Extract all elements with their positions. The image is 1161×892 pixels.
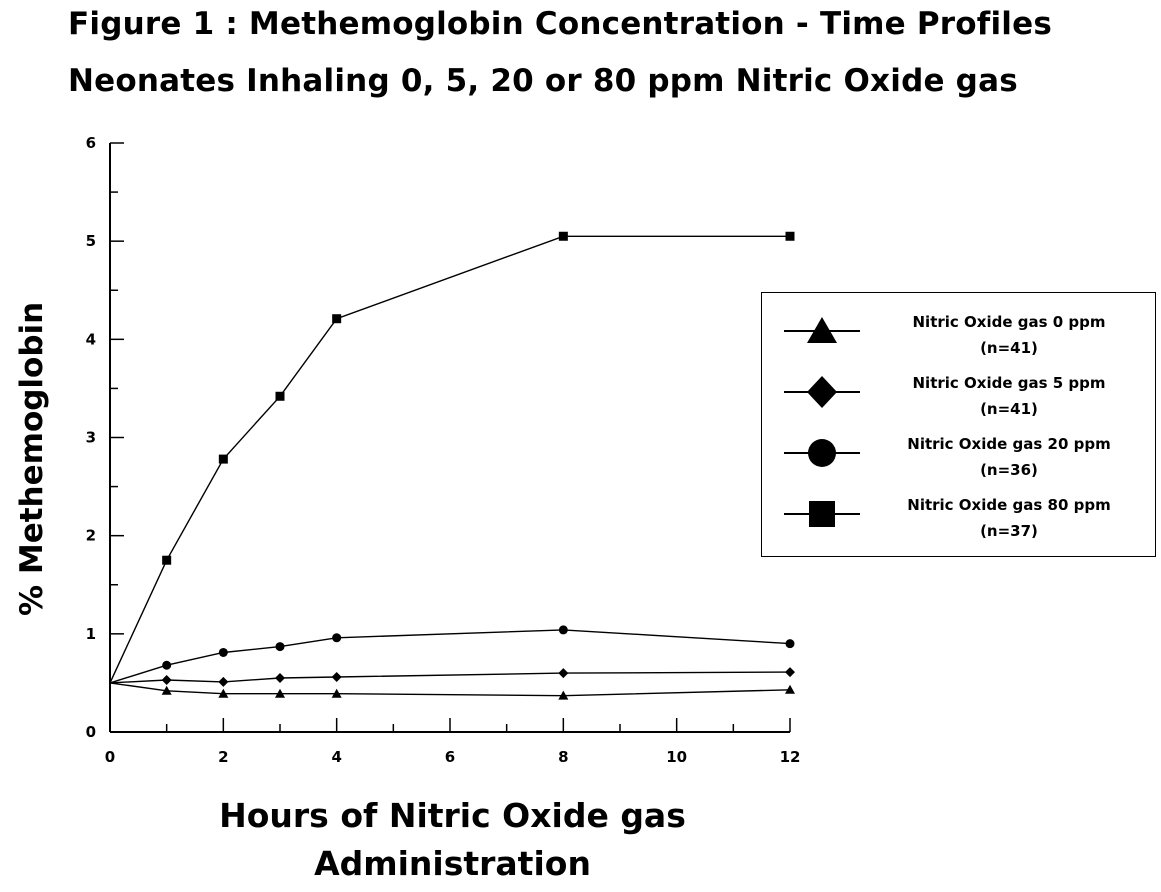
data-point-diamond — [331, 672, 342, 683]
x-tick-label: 6 — [445, 748, 455, 766]
chart-title-line-2: Neonates Inhaling 0, 5, 20 or 80 ppm Nit… — [68, 63, 1018, 99]
series-line — [109, 235, 790, 684]
data-point-square — [785, 231, 795, 241]
data-point-circle — [332, 633, 342, 643]
legend-label: Nitric Oxide gas 5 ppm — [912, 374, 1106, 392]
y-axis-label: % Methemoglobin — [14, 301, 50, 616]
x-tick-label: 10 — [666, 748, 687, 766]
data-point-triangle — [218, 688, 229, 698]
x-axis-label-line-2: Administration — [314, 844, 591, 883]
legend-label: Nitric Oxide gas 0 ppm — [912, 313, 1106, 331]
data-point-diamond — [275, 673, 285, 684]
y-tick-label: 6 — [86, 134, 96, 152]
data-point-square — [558, 231, 568, 241]
legend: Nitric Oxide gas 0 ppm (n=41) Nitric Oxi… — [761, 292, 1156, 557]
data-point-circle — [558, 625, 568, 635]
series-line — [109, 671, 791, 684]
data-point-circle — [785, 639, 795, 649]
data-point-diamond — [558, 668, 569, 679]
data-point-diamond — [161, 674, 172, 685]
legend-item-20ppm: Nitric Oxide gas 20 ppm (n=36) — [762, 423, 1155, 483]
data-point-square — [332, 314, 342, 324]
legend-label: Nitric Oxide gas 80 ppm — [907, 496, 1111, 514]
legend-item-0ppm: Nitric Oxide gas 0 ppm (n=41) — [762, 301, 1155, 361]
y-tick-label: 4 — [86, 330, 96, 348]
y-tick-label: 3 — [86, 429, 96, 447]
data-point-circle — [218, 647, 228, 657]
series-triangle — [109, 682, 795, 700]
x-tick-label: 4 — [331, 748, 341, 766]
data-point-circle — [162, 660, 172, 670]
data-point-diamond — [218, 676, 229, 687]
series-line — [109, 682, 791, 697]
diamond-marker-icon — [784, 376, 860, 408]
y-tick-label: 0 — [86, 723, 96, 741]
y-tick-label: 1 — [86, 625, 96, 643]
x-axis-label: Hours of Nitric Oxide gas Administration — [110, 792, 795, 888]
data-point-diamond — [785, 667, 795, 678]
legend-n: (n=41) — [980, 339, 1038, 357]
x-tick-label: 2 — [218, 748, 228, 766]
data-point-circle — [275, 642, 285, 652]
data-point-triangle — [558, 690, 569, 700]
data-point-square — [275, 391, 285, 401]
y-tick-label: 2 — [86, 527, 96, 545]
square-marker-icon — [784, 501, 860, 527]
legend-n: (n=37) — [980, 522, 1038, 540]
legend-n: (n=41) — [980, 400, 1038, 418]
x-axis-label-line-1: Hours of Nitric Oxide gas — [219, 796, 686, 835]
series-diamond — [109, 667, 795, 687]
data-point-triangle — [785, 684, 795, 694]
chart-title-line-1: Figure 1 : Methemoglobin Concentration -… — [68, 6, 1052, 42]
legend-item-5ppm: Nitric Oxide gas 5 ppm (n=41) — [762, 362, 1155, 422]
x-tick-label: 8 — [558, 748, 568, 766]
data-point-triangle — [331, 688, 342, 698]
data-point-square — [162, 555, 172, 565]
data-point-triangle — [275, 688, 285, 698]
legend-label: Nitric Oxide gas 20 ppm — [907, 435, 1111, 453]
x-tick-label: 12 — [780, 748, 801, 766]
legend-item-80ppm: Nitric Oxide gas 80 ppm (n=37) — [762, 484, 1155, 544]
series-circle — [109, 625, 795, 684]
data-point-square — [218, 454, 228, 464]
legend-n: (n=36) — [980, 461, 1038, 479]
x-tick-label: 0 — [105, 748, 115, 766]
series-square — [109, 231, 795, 684]
series-layer — [109, 231, 795, 700]
data-point-triangle — [161, 685, 172, 695]
y-tick-label: 5 — [86, 232, 96, 250]
triangle-marker-icon — [784, 317, 860, 343]
circle-marker-icon — [784, 439, 860, 467]
